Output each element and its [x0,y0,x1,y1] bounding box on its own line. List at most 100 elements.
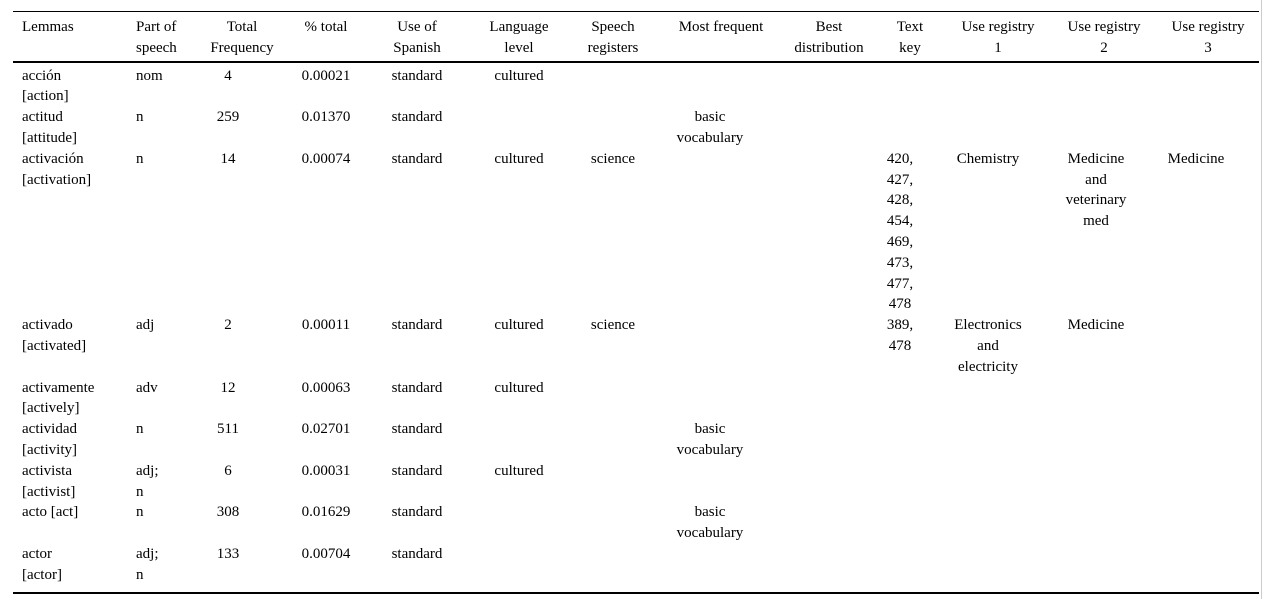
cell-use-registry-2 [1051,107,1157,149]
cell-use-of-spanish: standard [391,150,443,167]
cell-total-frequency: 14 [220,150,236,167]
table-row: acción [action] nom 4 0.00021 standard c… [13,62,1259,108]
cell-lemma: activista [activist] [22,462,76,500]
cell-percent-total: 0.00063 [301,379,351,396]
lemma-frequency-table: Lemmas Part of speech Total Frequency % … [13,11,1259,594]
cell-speech-registers [567,107,659,149]
cell-use-registry-2 [1051,461,1157,503]
cell-use-of-spanish: standard [391,462,443,479]
cell-part-of-speech: adj; n [136,462,159,500]
table-row: actividad [activity] n 511 0.02701 stand… [13,419,1259,461]
cell-use-of-spanish: standard [391,379,443,396]
column-header-text-key: Text key [875,11,945,63]
cell-use-registry-3 [1157,62,1259,108]
cell-text-key [875,544,945,593]
cell-speech-registers [567,419,659,461]
cell-use-registry-1 [945,107,1051,149]
cell-use-registry-3 [1157,544,1259,593]
cell-use-registry-1 [945,378,1051,420]
cell-use-registry-2: Medicine [1067,317,1125,334]
cell-use-registry-1 [945,544,1051,593]
cell-total-frequency: 511 [217,421,239,438]
cell-use-registry-3 [1157,502,1259,544]
cell-speech-registers [567,461,659,503]
cell-language-level: cultured [494,462,544,479]
cell-text-key [875,419,945,461]
cell-language-level [471,419,567,461]
cell-use-of-spanish: standard [391,421,443,438]
column-header-percent-total: % total [289,11,363,63]
cell-part-of-speech: n [136,421,144,438]
cell-text-key: 389, 478 [886,317,914,354]
cell-part-of-speech: nom [136,67,163,84]
cell-total-frequency: 259 [216,109,240,126]
table-row: actitud [attitude] n 259 0.01370 standar… [13,107,1259,149]
table-row: actor [actor] adj; n 133 0.00704 standar… [13,544,1259,593]
cell-total-frequency: 133 [216,545,240,562]
table-row: activamente [actively] adv 12 0.00063 st… [13,378,1259,420]
cell-text-key [875,461,945,503]
cell-percent-total: 0.01370 [301,109,351,126]
cell-use-registry-1 [945,419,1051,461]
cell-best-distribution [783,461,875,503]
cell-language-level [471,107,567,149]
column-header-best-distribution: Best distribution [783,11,875,63]
cell-most-frequent: basic vocabulary [676,504,744,542]
cell-part-of-speech: n [136,150,144,167]
cell-text-key [875,502,945,544]
cell-percent-total: 0.00011 [301,317,351,334]
cell-percent-total: 0.02701 [301,421,351,438]
header-row: Lemmas Part of speech Total Frequency % … [13,11,1259,63]
cell-part-of-speech: n [136,504,144,521]
cell-best-distribution [783,107,875,149]
cell-total-frequency: 4 [224,67,232,84]
column-header-lemmas: Lemmas [13,11,117,63]
cell-lemma: acto [act] [22,504,79,521]
table-row: activación [activation] n 14 0.00074 sta… [13,149,1259,315]
cell-language-level [471,502,567,544]
cell-use-registry-1: Chemistry [956,150,1020,167]
cell-best-distribution [783,419,875,461]
cell-text-key [875,107,945,149]
cell-speech-registers: science [590,150,636,167]
cell-language-level [471,544,567,593]
cell-most-frequent: basic vocabulary [676,109,744,146]
cell-use-registry-2 [1051,544,1157,593]
cell-lemma: actitud [attitude] [22,109,77,146]
column-header-use-of-spanish: Use of Spanish [363,11,471,63]
cell-lemma: activamente [actively] [22,379,95,417]
cell-most-frequent: basic vocabulary [676,421,744,458]
cell-language-level: cultured [494,317,544,334]
cell-best-distribution [783,62,875,108]
cell-percent-total: 0.00074 [301,150,351,167]
cell-speech-registers [567,544,659,593]
cell-best-distribution [783,378,875,420]
cell-most-frequent [659,315,783,377]
cell-part-of-speech: adv [136,379,158,396]
table-row: acto [act] n 308 0.01629 standard basic … [13,502,1259,544]
table-header: Lemmas Part of speech Total Frequency % … [13,11,1259,63]
cell-most-frequent [659,544,783,593]
cell-most-frequent [659,378,783,420]
column-header-part-of-speech: Part of speech [117,11,195,63]
cell-best-distribution [783,315,875,377]
cell-language-level: cultured [494,67,544,84]
cell-use-registry-3 [1157,315,1259,377]
cell-most-frequent [659,461,783,503]
cell-use-of-spanish: standard [391,545,443,562]
table-row: activista [activist] adj; n 6 0.00031 st… [13,461,1259,503]
cell-use-registry-2 [1051,62,1157,108]
cell-language-level: cultured [494,379,544,396]
cell-speech-registers: science [590,317,636,334]
cell-lemma: actividad [activity] [22,421,77,458]
cell-lemma: actor [actor] [22,545,62,583]
cell-text-key [875,62,945,108]
cell-use-registry-3 [1157,107,1259,149]
cell-use-registry-1 [945,461,1051,503]
cell-use-of-spanish: standard [391,504,443,521]
cell-text-key [875,378,945,420]
table-row: activado [activated] adj 2 0.00011 stand… [13,315,1259,377]
cell-use-registry-3: Medicine [1167,150,1225,167]
cell-best-distribution [783,502,875,544]
cell-lemma: activado [activated] [22,317,87,354]
